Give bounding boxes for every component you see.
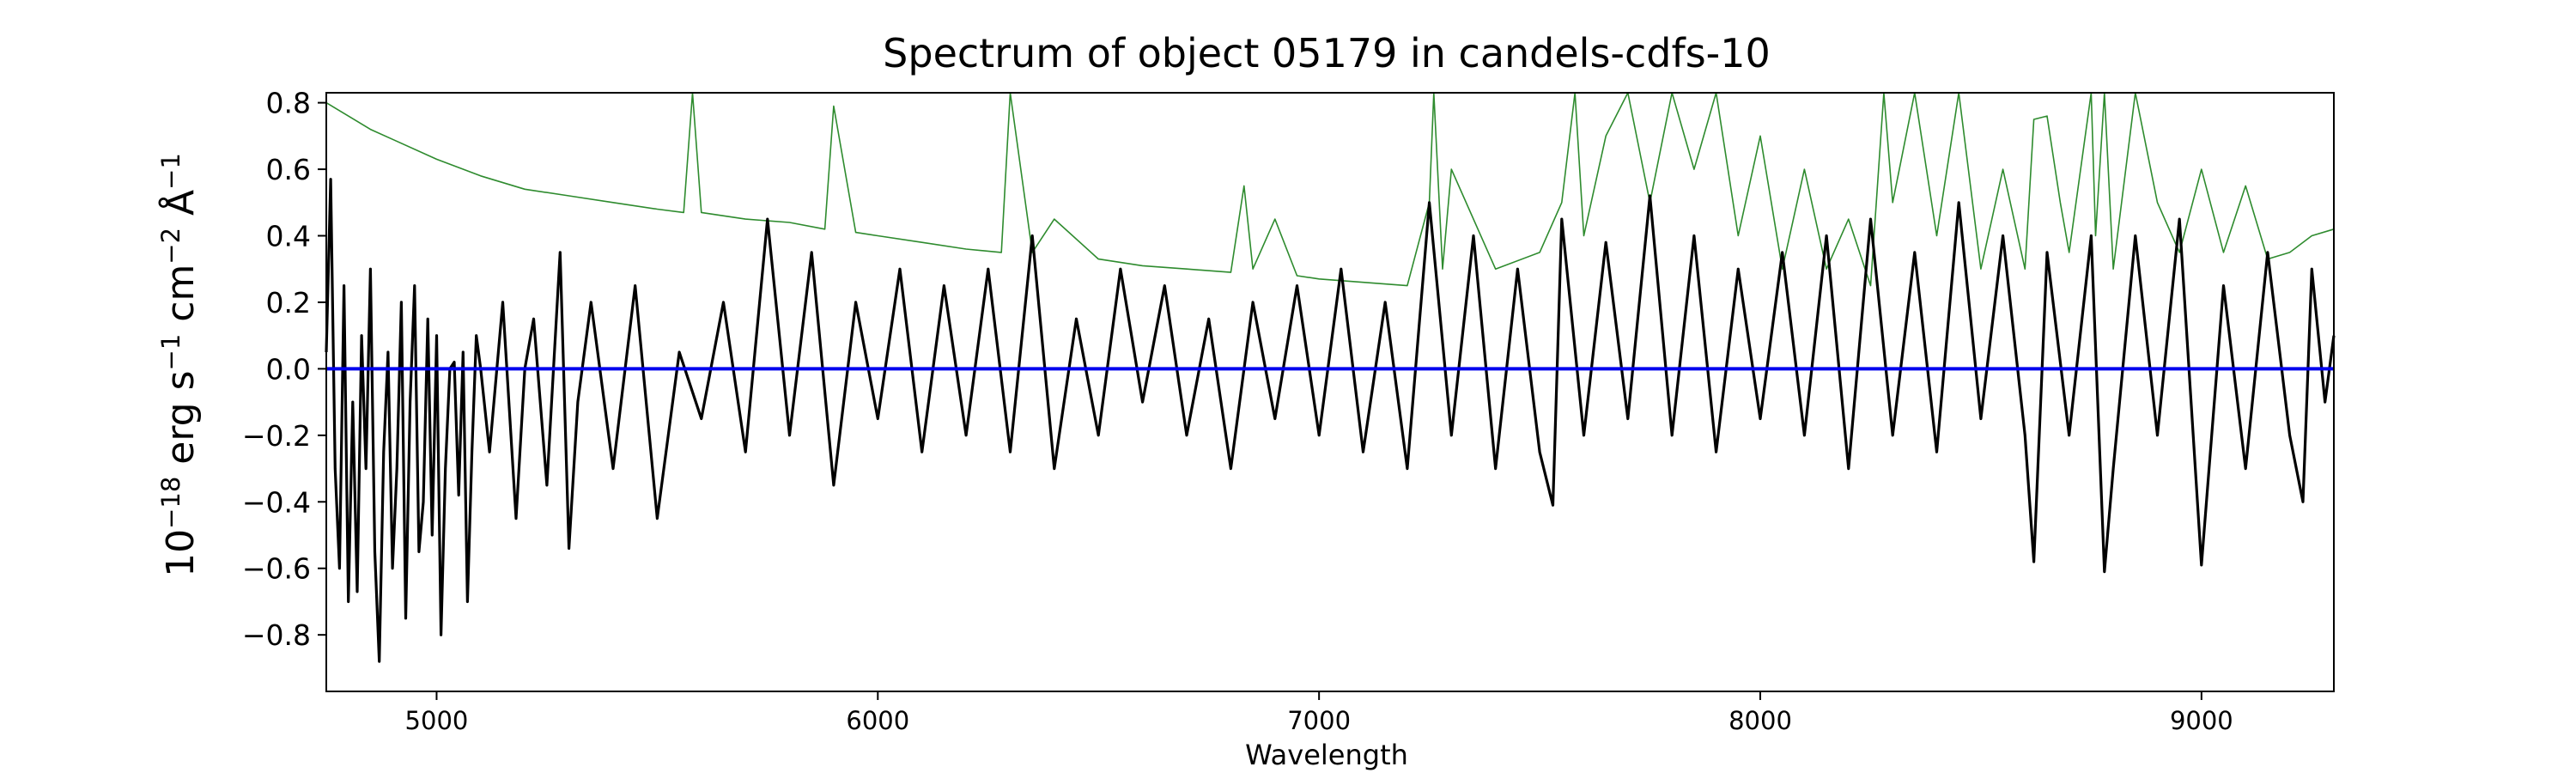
y-label-unit3-exp: −1: [156, 153, 185, 190]
y-label-unit2: cm: [159, 265, 203, 334]
y-tick-label: 0.6: [266, 153, 311, 186]
y-tick-label: −0.6: [242, 552, 311, 586]
x-tick-label: 8000: [1728, 706, 1792, 735]
y-label-unit1-exp: −1: [156, 334, 185, 371]
y-label-unit1: erg s: [159, 370, 203, 476]
series-line-flux: [325, 178, 2336, 663]
plot-area: [325, 92, 2336, 663]
y-label-base-exp: −18: [156, 477, 185, 529]
series-error-spectrum: [325, 92, 2335, 287]
x-axis-ticks: 5000 6000 7000 8000 9000: [405, 691, 2233, 735]
plot-frame: [325, 92, 2335, 692]
chart-title: Spectrum of object 05179 in candels-cdfs…: [883, 30, 1771, 76]
y-tick-label: 0.4: [266, 220, 311, 253]
x-tick-label: 9000: [2170, 706, 2233, 735]
y-tick-label: −0.8: [242, 618, 311, 652]
y-label-base: 10: [159, 529, 203, 577]
x-tick-label: 7000: [1287, 706, 1351, 735]
x-tick-label: 5000: [405, 706, 469, 735]
y-tick-label: −0.2: [242, 419, 311, 453]
y-tick-label: 0.0: [266, 352, 311, 386]
y-label-unit2-exp: −2: [156, 228, 185, 265]
series-line-error: [325, 92, 2335, 287]
y-tick-label: −0.4: [242, 485, 311, 519]
y-label-unit3: Å: [157, 190, 203, 228]
x-tick-label: 6000: [846, 706, 909, 735]
y-tick-label: 0.8: [266, 87, 311, 120]
series-flux-spectrum: [325, 178, 2336, 663]
y-axis-label: 10−18 erg s−1 cm−2 Å−1: [156, 153, 203, 577]
y-axis-ticks: −0.8 −0.6 −0.4 −0.2 0.0 0.2 0.4 0.6 0.8: [242, 87, 326, 652]
x-axis-label: Wavelength: [1245, 739, 1408, 771]
y-tick-label: 0.2: [266, 286, 311, 320]
